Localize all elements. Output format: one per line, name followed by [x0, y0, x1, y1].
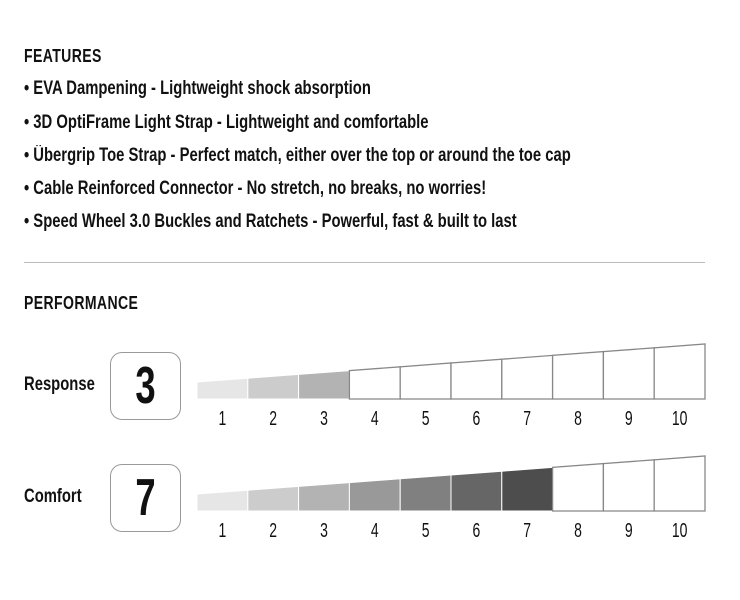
scale-tick-label: 7 — [523, 406, 531, 429]
scale-segment-empty — [399, 362, 452, 400]
rating-value-box-comfort: 7 — [110, 464, 181, 532]
feature-item: • 3D OptiFrame Light Strap - Lightweight… — [24, 112, 429, 133]
feature-item: • Übergrip Toe Strap - Perfect match, ei… — [24, 145, 571, 166]
scale-segment-empty — [653, 455, 706, 512]
scale-segment-empty — [348, 366, 401, 400]
scale-tick-label: 9 — [625, 518, 633, 541]
scale-tick-label: 8 — [574, 518, 582, 541]
scale-tick-label: 1 — [219, 406, 227, 429]
feature-item: • EVA Dampening - Lightweight shock abso… — [24, 78, 371, 99]
scale-segment-filled — [196, 377, 249, 400]
rating-value-box-response: 3 — [110, 352, 181, 420]
scale-segment-filled — [247, 485, 300, 512]
scale-segment-filled — [348, 478, 401, 512]
scale-tick-label: 4 — [371, 406, 379, 429]
scale-segment-filled — [450, 470, 503, 512]
feature-item: • Speed Wheel 3.0 Buckles and Ratchets -… — [24, 211, 517, 232]
features-heading: FEATURES — [24, 46, 102, 66]
scale-segment-filled — [298, 370, 350, 400]
scale-segment-empty — [602, 347, 655, 400]
scale-tick-label: 4 — [371, 518, 379, 541]
scale-tick-label: 6 — [473, 518, 481, 541]
scale-segment-filled — [247, 373, 300, 400]
scale-segment-filled — [298, 482, 350, 512]
performance-heading: PERFORMANCE — [24, 293, 139, 313]
scale-segment-empty — [653, 343, 706, 400]
scale-tick-label: 2 — [269, 406, 277, 429]
scale-tick-label: 8 — [574, 406, 582, 429]
scale-segment-empty — [602, 459, 655, 512]
section-divider — [24, 262, 705, 263]
feature-item: • Cable Reinforced Connector - No stretc… — [24, 178, 487, 199]
scale-tick-label: 1 — [219, 518, 227, 541]
scale-tick-label: 7 — [523, 518, 531, 541]
scale-tick-label: 5 — [422, 406, 430, 429]
scale-tick-label: 3 — [320, 518, 328, 541]
scale-segment-filled — [399, 474, 452, 512]
scale-tick-label: 3 — [320, 406, 328, 429]
scale-segment-empty — [450, 358, 503, 400]
scale-tick-label: 6 — [473, 406, 481, 429]
rating-label-comfort: Comfort — [24, 486, 82, 507]
rating-label-response: Response — [24, 374, 95, 395]
scale-segment-empty — [551, 350, 605, 400]
scale-tick-label: 10 — [672, 518, 688, 541]
scale-tick-label: 10 — [672, 406, 688, 429]
scale-segment-filled — [196, 489, 249, 512]
scale-tick-label: 2 — [269, 518, 277, 541]
scale-segment-filled — [501, 466, 554, 512]
scale-tick-label: 5 — [422, 518, 430, 541]
scale-tick-label: 9 — [625, 406, 633, 429]
scale-segment-empty — [551, 462, 605, 512]
scale-segment-empty — [501, 354, 554, 400]
